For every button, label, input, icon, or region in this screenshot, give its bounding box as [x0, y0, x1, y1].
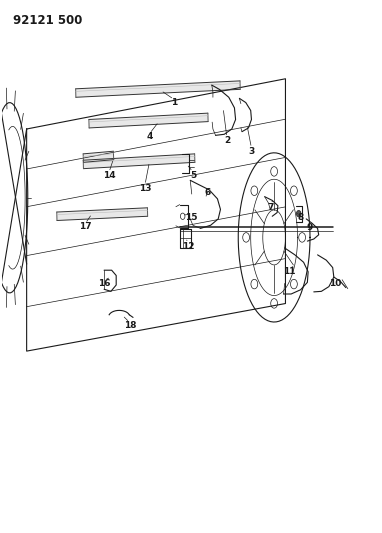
Text: 9: 9	[307, 223, 313, 232]
Text: 1: 1	[171, 98, 177, 107]
Text: 3: 3	[248, 147, 254, 156]
Text: 11: 11	[283, 267, 296, 276]
Text: 8: 8	[298, 213, 304, 222]
Polygon shape	[83, 154, 195, 168]
Text: 12: 12	[182, 242, 194, 251]
Text: 4: 4	[146, 132, 153, 141]
Text: 6: 6	[205, 188, 211, 197]
Text: 2: 2	[224, 136, 230, 145]
Text: 7: 7	[267, 203, 274, 212]
Text: 15: 15	[186, 213, 198, 222]
Circle shape	[296, 211, 301, 217]
Text: 10: 10	[329, 279, 342, 288]
Text: 5: 5	[190, 171, 196, 180]
Text: 18: 18	[123, 321, 136, 330]
Polygon shape	[83, 151, 114, 163]
Text: 16: 16	[98, 279, 110, 288]
Polygon shape	[89, 113, 208, 128]
Polygon shape	[57, 208, 148, 221]
Text: 92121 500: 92121 500	[13, 14, 83, 27]
Text: 13: 13	[139, 184, 151, 193]
Text: 17: 17	[79, 222, 92, 231]
Text: 14: 14	[103, 171, 115, 180]
Polygon shape	[76, 81, 240, 97]
